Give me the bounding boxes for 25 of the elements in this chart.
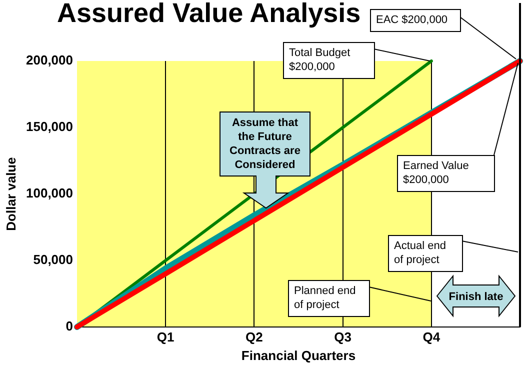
callout: Total Budget $200,000: [283, 42, 430, 79]
double-arrow: Finish late: [436, 274, 516, 318]
annotation: Assume that the Future Contracts are Considered: [230, 117, 300, 171]
y-tick-label: 200,000: [26, 52, 73, 68]
y-tick-label: 0: [66, 318, 73, 334]
callout: Actual end of project: [388, 235, 518, 272]
x-tick-label: Q3: [334, 329, 352, 344]
callout: EAC $200,000: [370, 9, 516, 60]
annotation: Planned end of project: [294, 285, 356, 311]
y-axis-title: Dollar value: [3, 157, 18, 231]
x-tick-label: Q1: [156, 329, 174, 344]
annotation: Actual end of project: [394, 240, 446, 266]
callout: Planned end of project: [288, 280, 432, 317]
annotation: Finish late: [448, 291, 504, 303]
x-tick-label: Q2: [246, 329, 263, 344]
x-tick-label: Q4: [422, 329, 441, 344]
y-tick-label: 100,000: [26, 186, 73, 201]
y-tick-label: 50,000: [33, 252, 73, 268]
x-axis-title: Financial Quarters: [241, 348, 356, 363]
y-tick-label: 150,000: [26, 119, 73, 134]
callout: Earned Value $200,000: [397, 62, 518, 192]
chart-title: Assured Value Analysis: [57, 0, 361, 29]
annotation: Total Budget $200,000: [289, 47, 350, 73]
annotation: Earned Value $200,000: [403, 160, 469, 186]
down-arrow-callout: Assume that the Future Contracts are Considered: [220, 112, 310, 209]
